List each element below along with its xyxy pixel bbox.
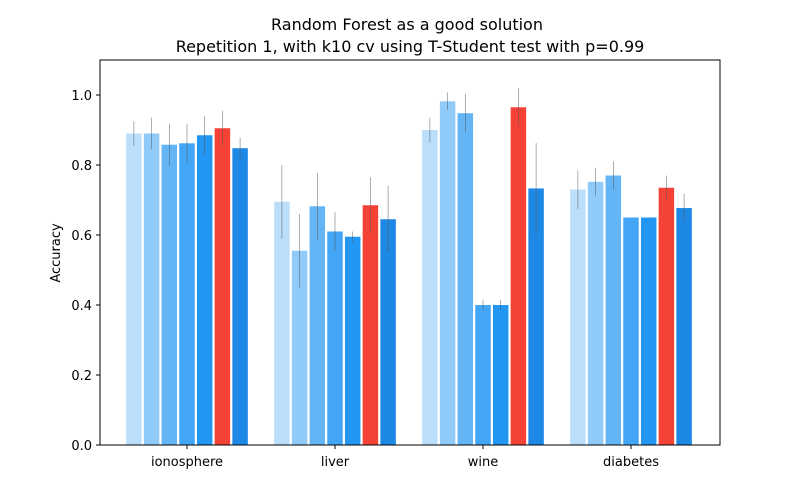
y-tick-label: 0.0 [71,439,92,454]
y-tick-label: 1.0 [71,89,92,104]
bar-diabetes-3 [605,175,622,445]
y-axis-label: Accuracy [49,223,64,283]
bar-ionosphere-4 [179,143,195,446]
y-tick-label: 0.8 [71,159,92,174]
bar-ionosphere-5 [196,135,213,445]
bar-ionosphere-2 [143,133,160,445]
bar-liver-5 [344,236,361,445]
x-tick-label-liver: liver [321,455,350,470]
y-tick-label: 0.4 [71,299,92,314]
bar-ionosphere-7 [232,148,248,445]
bar-liver-3 [309,206,326,445]
bar-wine-1 [422,130,438,445]
bar-diabetes-2 [587,181,604,446]
bar-ionosphere-1 [126,133,142,445]
bar-wine-6 [510,107,527,445]
error-bars-layer [133,88,685,311]
plot-frame [99,59,721,446]
bar-wine-2 [439,101,456,446]
bar-liver-4 [327,231,343,445]
bar-diabetes-1 [570,189,586,445]
bar-liver-6 [362,205,379,445]
bar-liver-2 [291,250,308,445]
bar-diabetes-4 [623,217,639,445]
bar-diabetes-7 [676,208,692,445]
chart-title: Random Forest as a good solution [271,15,543,34]
y-tick-label: 0.6 [71,229,92,244]
bars-layer [126,101,692,446]
chart-subtitle: Repetition 1, with k10 cv using T-Studen… [176,37,645,56]
bar-wine-3 [457,113,474,445]
bar-ionosphere-3 [161,144,178,445]
bar-wine-4 [475,305,491,445]
bar-diabetes-6 [658,187,675,445]
bar-liver-1 [274,201,290,445]
bar-liver-7 [380,219,396,445]
y-tick-label: 0.2 [71,369,92,384]
x-tick-label-wine: wine [468,455,498,470]
bar-wine-5 [492,305,509,445]
bar-ionosphere-6 [214,128,231,445]
x-tick-label-ionosphere: ionosphere [151,455,223,470]
bar-diabetes-5 [640,217,657,445]
axes-layer: ionosphere liver wine diabetes 0.0 0.2 0.4 0.6 0… [71,59,721,470]
x-tick-label-diabetes: diabetes [603,455,659,470]
bar-wine-7 [528,188,544,445]
